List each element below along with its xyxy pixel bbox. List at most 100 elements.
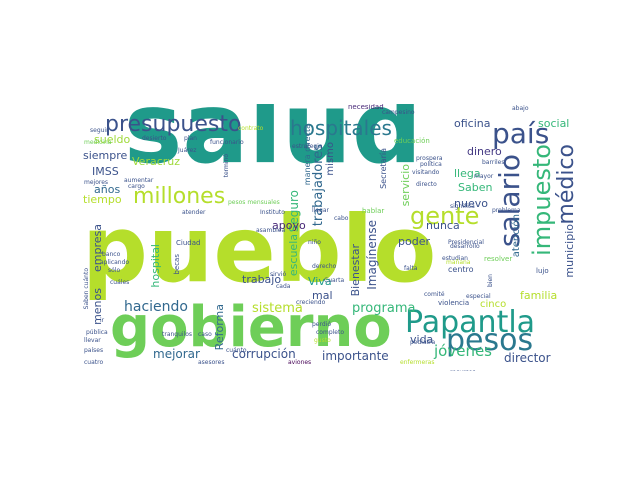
word-manana: mañana	[446, 259, 471, 266]
word-imaginense: Imagínense	[365, 220, 379, 290]
word-impuesto: impuesto	[528, 144, 556, 256]
word-municipio: municipio	[563, 224, 576, 278]
word-jovenes: jóvenes	[434, 342, 493, 360]
word-reforma: Reforma	[213, 304, 226, 351]
word-mejores: mejores	[84, 179, 109, 186]
word-importante: importante	[322, 349, 389, 363]
word-termino: terminó	[223, 154, 230, 178]
word-ciudad: Ciudad	[176, 239, 201, 247]
word-perdio: perdió	[312, 321, 332, 328]
word-directo: directo	[416, 181, 437, 188]
word-desarrollo: desarrollo	[450, 243, 480, 250]
word-mal: mal	[312, 289, 333, 302]
word-presidencial: Presidencial	[448, 239, 484, 246]
word-social: social	[538, 117, 570, 130]
word-estrategia: estrategia	[292, 143, 323, 150]
word-mejorar: mejorar	[153, 347, 200, 361]
word-familia: familia	[520, 289, 558, 302]
word-atender: atender	[182, 209, 206, 216]
word-cuatro: cuatro	[84, 359, 104, 366]
word-abajo: abajo	[512, 105, 529, 112]
word-aviones: aviones	[288, 359, 312, 366]
word-funcionario: funcionario	[210, 139, 244, 146]
word-politica: política	[420, 161, 442, 168]
word-poder: poder	[398, 235, 430, 248]
word-cabo: cabo	[334, 215, 349, 222]
word-cuarta: Cuarta	[324, 277, 345, 284]
word-paises: países	[84, 347, 104, 354]
word-saben-cuanto: Saben cuánto	[83, 268, 90, 310]
word-hablar: hablar	[362, 207, 385, 215]
word-viva: Viva	[308, 275, 332, 288]
word-cinco: cinco	[480, 299, 507, 310]
word-hospital: hospital	[149, 244, 162, 288]
word-plan: plan	[184, 135, 197, 142]
word-llegar: llegar	[312, 207, 329, 214]
word-sueldo: sueldo	[94, 133, 131, 146]
word-centro: centro	[448, 265, 474, 274]
word-tranquilos: tranquilos	[162, 331, 193, 338]
word-anos: años	[94, 183, 121, 196]
word-medicina: medicina	[84, 139, 112, 146]
word-escuela: escuela	[287, 234, 300, 277]
word-atencion: atención	[511, 214, 522, 258]
word-cargo: cargo	[128, 183, 145, 190]
word-resolver: resolver	[484, 255, 513, 263]
word-nino: niño	[308, 239, 321, 246]
word-seguir: seguir	[90, 127, 109, 134]
word-aplicando: aplicando	[100, 259, 130, 266]
word-mismo: mismo	[325, 142, 336, 176]
word-vida: vida	[410, 333, 434, 346]
word-programa: programa	[352, 301, 416, 316]
word-sirvio: sirvió	[270, 271, 287, 278]
word-especial: especial	[466, 293, 491, 300]
word-visitando: visitando	[412, 169, 440, 176]
word-estudian: estudian	[442, 255, 468, 262]
word-barriles: barriles	[482, 159, 505, 166]
word-bienestar: Bienestar	[349, 244, 362, 297]
word-siempre: siempre	[83, 149, 128, 162]
word-cada: cada	[276, 283, 291, 290]
word-veracruz: Veracruz	[132, 155, 181, 168]
word-llega: llega	[454, 167, 481, 180]
word-significa: significa	[450, 203, 475, 210]
word-gobierno: gobierno	[110, 295, 392, 360]
word-nunca: nunca	[426, 219, 460, 232]
word-derecho: derecho	[312, 263, 337, 270]
word-campesino: campesino	[382, 109, 415, 116]
word-falta: falta	[404, 265, 418, 272]
word-recursos: recursos	[450, 370, 476, 372]
word-comite: comité	[424, 291, 445, 298]
word-aumentar: aumentar	[124, 177, 154, 184]
word-director: director	[504, 351, 551, 365]
word-publica: pública	[86, 329, 108, 336]
word-gusto: gusto	[314, 337, 331, 344]
word-nuevo: nuevo	[454, 197, 488, 210]
word-manera-directa: manera directa	[303, 124, 312, 186]
word-problema: problema	[492, 207, 521, 214]
word-cuanto: cuánto	[226, 347, 247, 354]
word-papantla: Papantla	[405, 305, 536, 340]
word-mayor: mayor	[474, 173, 494, 180]
word-salud: salud	[124, 104, 422, 186]
word-creciendo: creciendo	[296, 299, 326, 306]
word-oficina: oficina	[454, 117, 491, 130]
word-contrato: contrato	[238, 125, 264, 132]
word-hospitales: hospitales	[290, 116, 392, 140]
word-trabajo: trabajo	[242, 273, 282, 286]
word-becas: becas	[173, 254, 181, 275]
word-bien: bien	[487, 274, 494, 287]
word-saben: Saben	[458, 181, 493, 194]
word-cloud: salud pueblo gobierno Papantla pesos mil…	[80, 104, 580, 371]
word-pesos: pesos	[446, 323, 534, 358]
word-presupuesto: presupuesto	[105, 112, 242, 137]
word-lujo: lujo	[536, 267, 549, 275]
word-necesidad: necesidad	[348, 104, 384, 111]
word-pais: país	[492, 117, 550, 150]
word-asesores: asesores	[198, 359, 225, 366]
word-instituto: Instituto	[260, 209, 285, 216]
word-violencia: violencia	[438, 299, 470, 307]
word-cuales: cuáles	[110, 279, 130, 286]
word-medico: médico	[554, 144, 579, 225]
word-dinero: dinero	[467, 145, 502, 158]
